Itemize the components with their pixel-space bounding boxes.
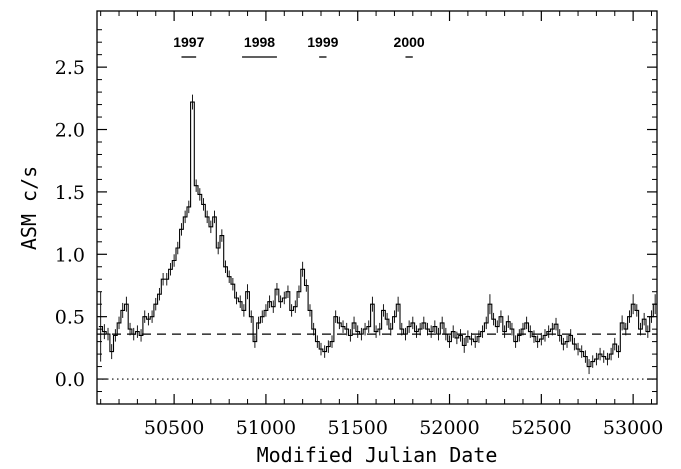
x-axis-ticks: 50500 51000 51500 52000 52500 53000: [100, 11, 663, 439]
y-tick-label: 0.5: [55, 307, 85, 329]
x-tick-label: 51500: [327, 417, 387, 439]
plot-area: 1997 1998 1999 2000: [96, 10, 658, 405]
plot-frame: [96, 10, 658, 405]
year-label: 1998: [244, 34, 275, 50]
x-tick-label: 51000: [236, 417, 296, 439]
y-tick-label: 1.5: [55, 182, 85, 204]
year-label: 1999: [307, 34, 338, 50]
y-axis-title: ASM c/s: [17, 166, 41, 250]
year-label: 2000: [394, 34, 425, 50]
asm-step-curve: [98, 101, 657, 368]
x-tick-label: 52500: [511, 417, 571, 439]
x-axis-title: Modified Julian Date: [257, 443, 498, 467]
y-tick-label: 1.0: [55, 244, 85, 266]
year-label: 1997: [173, 34, 204, 50]
x-tick-label: 52000: [419, 417, 479, 439]
y-axis-ticks: 0.0 0.5 1.0 1.5 2.0 2.5: [55, 29, 657, 393]
x-tick-label: 50500: [144, 417, 204, 439]
y-tick-label: 2.5: [55, 57, 85, 79]
x-tick-label: 53000: [603, 417, 663, 439]
year-markers: 1997 1998 1999 2000: [173, 34, 425, 58]
y-tick-label: 0.0: [55, 369, 85, 391]
y-tick-label: 2.0: [55, 120, 85, 142]
